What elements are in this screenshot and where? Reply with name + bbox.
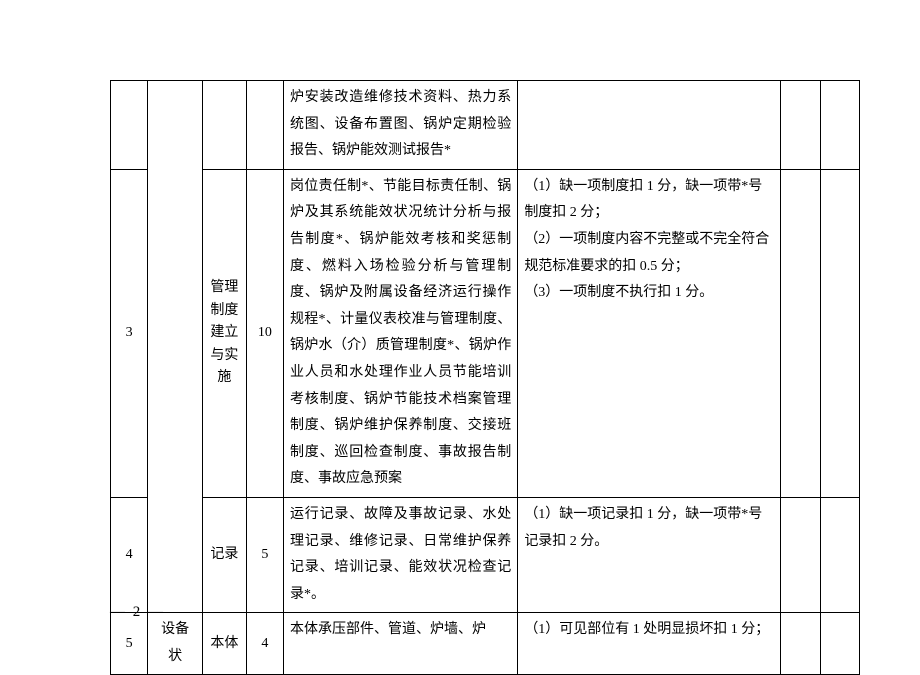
cell-category-blank — [148, 81, 203, 613]
cell-content: 本体承压部件、管道、炉墙、炉 — [283, 613, 517, 675]
page: // remove the placeholder table above (k… — [0, 0, 920, 651]
cell-blank — [781, 613, 820, 675]
cell-criteria-blank — [518, 81, 781, 170]
cell-index: 4 — [111, 497, 148, 612]
cell-content: 炉安装改造维修技术资料、热力系统图、设备布置图、锅炉定期检验报告、锅炉能效测试报… — [283, 81, 517, 170]
table-row: 5 设备状 本体 4 本体承压部件、管道、炉墙、炉 （1）可见部位有 1 处明显… — [111, 613, 860, 675]
cell-blank — [781, 169, 820, 497]
cell-score: 4 — [246, 613, 283, 675]
cell-content: 岗位责任制*、节能目标责任制、锅炉及其系统能效状况统计分析与报告制度*、锅炉能效… — [283, 169, 517, 497]
cell-item: 管理制度建立与实施 — [202, 169, 246, 497]
cell-item-blank — [202, 81, 246, 170]
cell-content: 运行记录、故障及事故记录、水处理记录、维修记录、日常维护保养记录、培训记录、能效… — [283, 497, 517, 612]
cell-index: 5 — [111, 613, 148, 675]
cell-score: 10 — [246, 169, 283, 497]
cell-score: 5 — [246, 497, 283, 612]
cell-criteria: （1）可见部位有 1 处明显损坏扣 1 分； — [518, 613, 781, 675]
assessment-table: 炉安装改造维修技术资料、热力系统图、设备布置图、锅炉定期检验报告、锅炉能效测试报… — [110, 80, 860, 675]
table-row: 3 管理制度建立与实施 10 岗位责任制*、节能目标责任制、锅炉及其系统能效状况… — [111, 169, 860, 497]
cell-index-blank — [111, 81, 148, 170]
cell-blank — [781, 497, 820, 612]
cell-item: 本体 — [202, 613, 246, 675]
cell-score-blank — [246, 81, 283, 170]
table-row: 4 记录 5 运行记录、故障及事故记录、水处理记录、维修记录、日常维护保养记录、… — [111, 497, 860, 612]
cell-blank — [820, 81, 859, 170]
page-number: — 2 — — [110, 604, 165, 621]
cell-index: 3 — [111, 169, 148, 497]
cell-category: 设备状 — [148, 613, 203, 675]
cell-blank — [820, 613, 859, 675]
cell-blank — [781, 81, 820, 170]
cell-blank — [820, 169, 859, 497]
table-row: 炉安装改造维修技术资料、热力系统图、设备布置图、锅炉定期检验报告、锅炉能效测试报… — [111, 81, 860, 170]
cell-item: 记录 — [202, 497, 246, 612]
cell-blank — [820, 497, 859, 612]
cell-criteria: （1）缺一项制度扣 1 分，缺一项带*号制度扣 2 分； （2）一项制度内容不完… — [518, 169, 781, 497]
cell-criteria: （1）缺一项记录扣 1 分，缺一项带*号记录扣 2 分。 — [518, 497, 781, 612]
